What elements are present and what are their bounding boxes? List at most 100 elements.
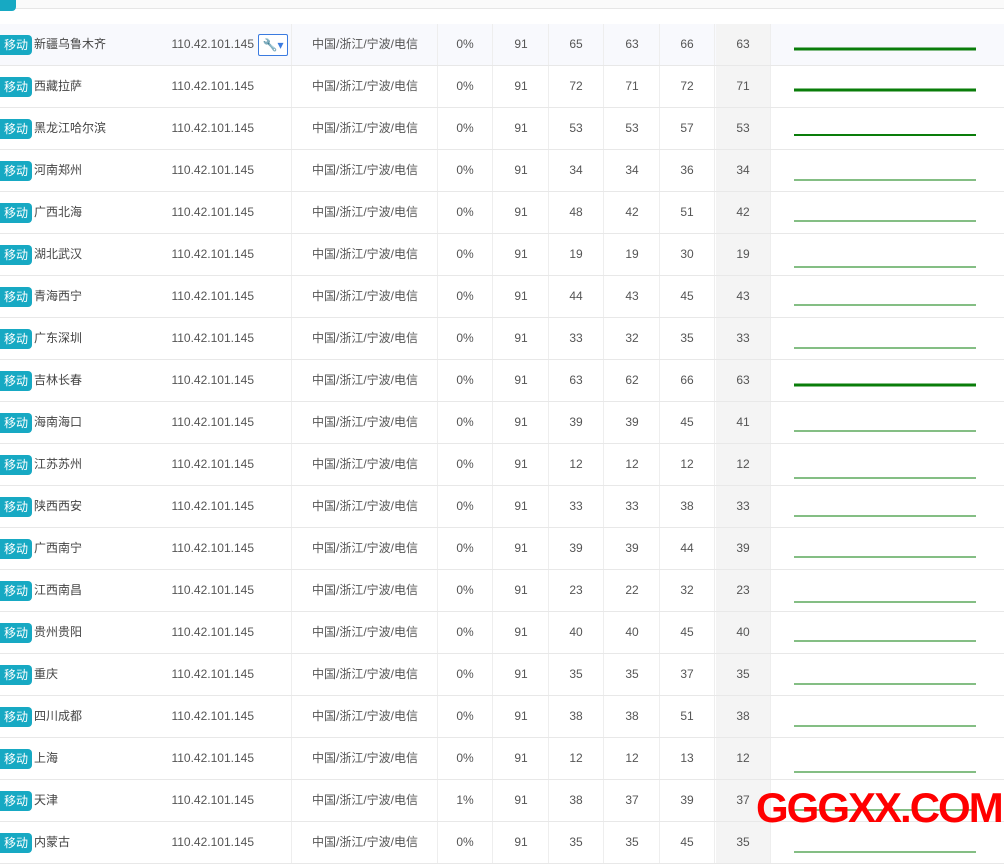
worst-value: 38 bbox=[660, 486, 715, 527]
latency-sparkline bbox=[794, 477, 976, 479]
operator-tag: 移动 bbox=[0, 329, 32, 349]
best-value: 42 bbox=[605, 192, 660, 233]
last-value: 48 bbox=[549, 192, 604, 233]
latency-sparkline bbox=[794, 556, 976, 558]
best-value: 62 bbox=[605, 360, 660, 401]
sent-value: 91 bbox=[494, 402, 549, 443]
operator-tag: 移动 bbox=[0, 77, 32, 97]
ip-address: 110.42.101.145 bbox=[132, 444, 292, 485]
ip-address: 110.42.101.145 bbox=[132, 486, 292, 527]
ip-address: 110.42.101.145 bbox=[132, 570, 292, 611]
sent-value: 91 bbox=[494, 612, 549, 653]
last-value: 38 bbox=[549, 780, 604, 821]
ip-location: 中国/浙江/宁波/电信 bbox=[293, 612, 438, 653]
worst-value: 36 bbox=[660, 150, 715, 191]
sent-value: 91 bbox=[494, 528, 549, 569]
latency-sparkline bbox=[794, 304, 976, 306]
sent-value: 91 bbox=[494, 66, 549, 107]
ip-address: 110.42.101.145 bbox=[132, 108, 292, 149]
ip-address: 110.42.101.145 bbox=[132, 780, 292, 821]
last-value: 39 bbox=[549, 528, 604, 569]
last-value: 33 bbox=[549, 486, 604, 527]
best-value: 39 bbox=[605, 402, 660, 443]
operator-tag: 移动 bbox=[0, 833, 32, 853]
latency-sparkline bbox=[794, 47, 976, 51]
sent-value: 91 bbox=[494, 108, 549, 149]
ip-location: 中国/浙江/宁波/电信 bbox=[293, 486, 438, 527]
node-name: 湖北武汉 bbox=[34, 247, 83, 261]
loss-value: 0% bbox=[438, 486, 493, 527]
table-row: 移动 黑龙江哈尔滨 110.42.101.145 中国/浙江/宁波/电信 0% 91 5… bbox=[0, 108, 1004, 150]
node-name: 江苏苏州 bbox=[34, 457, 83, 471]
best-value: 37 bbox=[605, 780, 660, 821]
worst-value: 45 bbox=[660, 822, 715, 863]
table-row: 移动 吉林长春 110.42.101.145 中国/浙江/宁波/电信 0% 91 63 6… bbox=[0, 360, 1004, 402]
avg-value: 63 bbox=[716, 360, 771, 401]
best-value: 19 bbox=[605, 234, 660, 275]
last-value: 39 bbox=[549, 402, 604, 443]
last-value: 53 bbox=[549, 108, 604, 149]
ip-location: 中国/浙江/宁波/电信 bbox=[293, 66, 438, 107]
avg-value: 33 bbox=[716, 486, 771, 527]
ip-address: 110.42.101.145 bbox=[132, 654, 292, 695]
sent-value: 91 bbox=[494, 276, 549, 317]
table-row: 移动 江西南昌 110.42.101.145 中国/浙江/宁波/电信 0% 91 23 2… bbox=[0, 570, 1004, 612]
latency-sparkline bbox=[794, 179, 976, 181]
last-value: 44 bbox=[549, 276, 604, 317]
worst-value: 72 bbox=[660, 66, 715, 107]
avg-value: 12 bbox=[716, 444, 771, 485]
table-row: 移动 重庆 110.42.101.145 中国/浙江/宁波/电信 0% 91 35 35 3… bbox=[0, 654, 1004, 696]
loss-value: 1% bbox=[438, 780, 493, 821]
last-value: 23 bbox=[549, 570, 604, 611]
worst-value: 30 bbox=[660, 234, 715, 275]
operator-tag: 移动 bbox=[0, 287, 32, 307]
ip-location: 中国/浙江/宁波/电信 bbox=[293, 528, 438, 569]
latency-sparkline bbox=[794, 220, 976, 222]
operator-tag: 移动 bbox=[0, 539, 32, 559]
worst-value: 51 bbox=[660, 192, 715, 233]
ip-address: 110.42.101.145 bbox=[132, 318, 292, 359]
ip-location: 中国/浙江/宁波/电信 bbox=[293, 192, 438, 233]
ip-address: 110.42.101.145 bbox=[132, 360, 292, 401]
ip-address: 110.42.101.145 bbox=[132, 150, 292, 191]
ip-address: 110.42.101.145 bbox=[132, 276, 292, 317]
ip-location: 中国/浙江/宁波/电信 bbox=[293, 360, 438, 401]
table-header bbox=[0, 0, 1004, 11]
sent-value: 91 bbox=[494, 192, 549, 233]
worst-value: 45 bbox=[660, 612, 715, 653]
avg-value: 35 bbox=[716, 822, 771, 863]
avg-value: 37 bbox=[716, 780, 771, 821]
ip-address: 110.42.101.145 bbox=[132, 696, 292, 737]
best-value: 40 bbox=[605, 612, 660, 653]
loss-value: 0% bbox=[438, 318, 493, 359]
ip-location: 中国/浙江/宁波/电信 bbox=[293, 150, 438, 191]
ip-address: 110.42.101.145 bbox=[132, 528, 292, 569]
sent-value: 91 bbox=[494, 780, 549, 821]
avg-value: 43 bbox=[716, 276, 771, 317]
ip-location: 中国/浙江/宁波/电信 bbox=[293, 108, 438, 149]
operator-tag: 移动 bbox=[0, 665, 32, 685]
ip-location: 中国/浙江/宁波/电信 bbox=[293, 822, 438, 863]
ip-location: 中国/浙江/宁波/电信 bbox=[293, 738, 438, 779]
latency-sparkline bbox=[794, 515, 976, 517]
node-name: 天津 bbox=[34, 793, 59, 807]
operator-tag bbox=[0, 0, 16, 11]
wrench-dropdown-icon[interactable]: 🔧▾ bbox=[258, 34, 288, 56]
sent-value: 91 bbox=[494, 360, 549, 401]
ip-location: 中国/浙江/宁波/电信 bbox=[293, 444, 438, 485]
last-value: 35 bbox=[549, 654, 604, 695]
table-row: 移动 陕西西安 110.42.101.145 中国/浙江/宁波/电信 0% 91 33 3… bbox=[0, 486, 1004, 528]
ip-location: 中国/浙江/宁波/电信 bbox=[293, 234, 438, 275]
table-row: 移动 青海西宁 110.42.101.145 中国/浙江/宁波/电信 0% 91 44 4… bbox=[0, 276, 1004, 318]
best-value: 12 bbox=[605, 444, 660, 485]
node-name: 青海西宁 bbox=[34, 289, 83, 303]
ip-location: 中国/浙江/宁波/电信 bbox=[293, 654, 438, 695]
sent-value: 91 bbox=[494, 318, 549, 359]
node-name: 吉林长春 bbox=[34, 373, 83, 387]
loss-value: 0% bbox=[438, 66, 493, 107]
ip-location: 中国/浙江/宁波/电信 bbox=[293, 696, 438, 737]
loss-value: 0% bbox=[438, 528, 493, 569]
last-value: 38 bbox=[549, 696, 604, 737]
loss-value: 0% bbox=[438, 444, 493, 485]
best-value: 71 bbox=[605, 66, 660, 107]
